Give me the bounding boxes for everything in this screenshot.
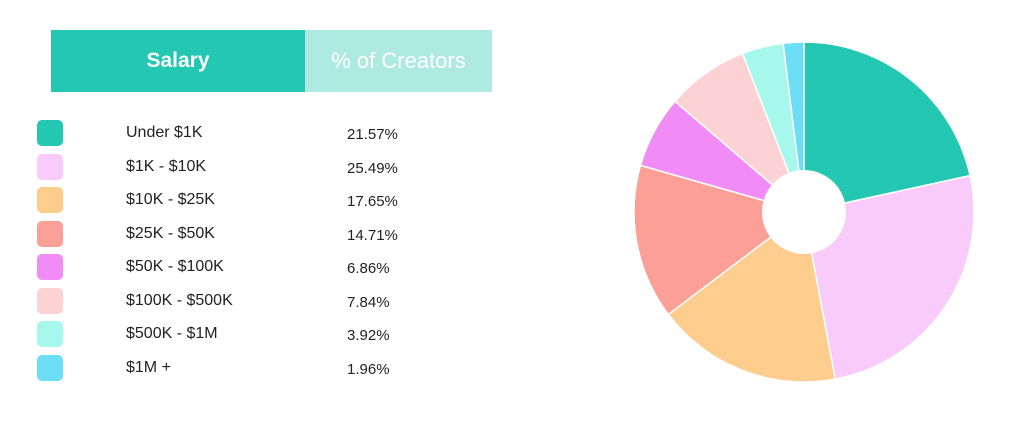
salary-range-label: $10K - $25K [126,191,215,208]
percent-value: 6.86% [347,260,390,277]
legend-row: $10K - $25K 17.65% [37,186,457,213]
legend-row: $25K - $50K 14.71% [37,220,457,247]
donut-hole [762,170,846,254]
salary-range-label: $1K - $10K [126,157,207,175]
legend-swatch [37,254,63,280]
legend-swatch [37,120,63,146]
salary-range-label: $500K - $1M [126,325,218,342]
salary-range-label: $1M + [126,358,171,376]
legend-swatch [37,354,63,381]
header-percent-of-creators: % of Creators [305,30,492,92]
legend-row: $100K - $500K 7.84% [37,287,457,314]
percent-value: 7.84% [347,293,390,311]
legend-row: $50K - $100K 6.86% [37,253,457,280]
percent-value: 1.96% [347,360,390,378]
salary-range-label: $25K - $50K [126,224,215,242]
percent-value: 17.65% [347,193,398,210]
percent-value: 14.71% [347,226,398,244]
legend-row: $1M + 1.96% [37,354,457,381]
table-header: Salary % of Creators [51,30,492,92]
percent-value: 3.92% [347,327,390,344]
legend-row: $1K - $10K 25.49% [37,153,457,180]
pie-slice [803,174,975,380]
pie-slice [667,210,837,383]
legend-swatch [37,153,63,180]
salary-range-label: $50K - $100K [126,258,224,275]
pie-chart [633,41,975,383]
legend-row: $500K - $1M 3.92% [37,320,457,347]
salary-range-label: $100K - $500K [126,291,233,309]
header-salary: Salary [51,30,305,92]
legend-row: Under $1K 21.57% [37,119,457,146]
salary-range-label: Under $1K [126,124,203,141]
pie-slice [803,41,971,213]
legend-swatch [37,187,63,213]
percent-value: 21.57% [347,126,398,143]
pie-slice [633,164,806,316]
legend-swatch [37,220,63,247]
pie-slice [782,41,805,213]
legend-swatch [37,287,63,314]
percent-value: 25.49% [347,159,398,177]
legend-swatch [37,321,63,347]
